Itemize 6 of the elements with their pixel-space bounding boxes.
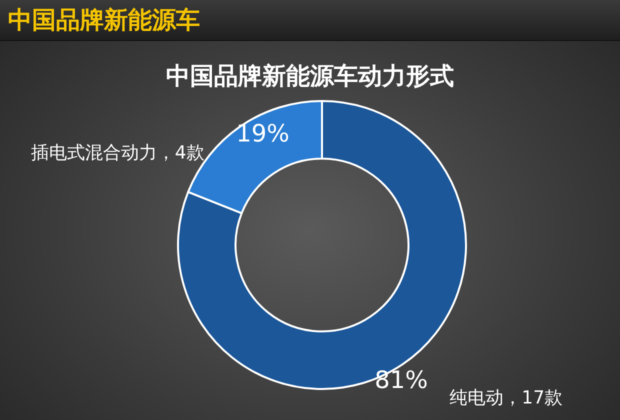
data-label: 81% <box>374 366 428 394</box>
chart-title: 中国品牌新能源车 <box>8 5 200 36</box>
slice-label: 插电式混合动力，4款 <box>30 142 204 164</box>
data-label: 19% <box>236 119 290 148</box>
chart-subtitle: 中国品牌新能源车动力形式 <box>165 61 455 92</box>
slice-label: 纯电动，17款 <box>450 388 563 409</box>
